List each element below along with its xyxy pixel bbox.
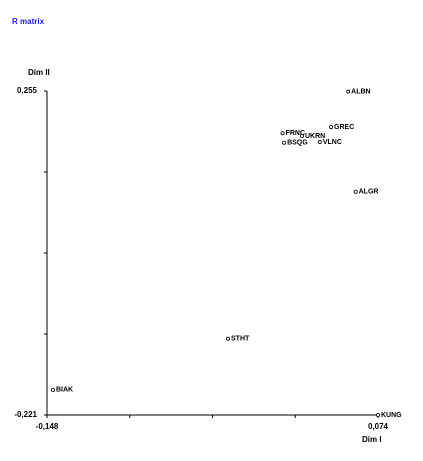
point-label: BIAK (56, 387, 73, 394)
point-label: KUNG (381, 412, 402, 419)
point (317, 140, 322, 145)
point (353, 189, 358, 194)
point-label: VLNC (323, 139, 342, 146)
point-label: FRNC (286, 130, 305, 137)
point-label: BSQG (287, 140, 308, 147)
point-label: ALGR (359, 189, 379, 196)
point-label: STHT (231, 336, 250, 343)
point (375, 412, 380, 417)
y-tick-label: 0,255 (17, 86, 38, 95)
point (226, 336, 231, 341)
point (282, 140, 287, 145)
point-label: GREC (334, 124, 354, 131)
point-label: ALBN (351, 89, 370, 96)
point (299, 133, 304, 138)
point (280, 131, 285, 136)
x-axis-label: Dim I (362, 435, 382, 444)
point (50, 387, 55, 392)
point (329, 125, 334, 130)
x-tick-label: 0,074 (368, 422, 389, 431)
point-label: UKRN (305, 133, 325, 140)
x-tick-label: -0,148 (36, 422, 59, 431)
y-axis-label: Dim II (28, 68, 50, 77)
point (346, 89, 351, 94)
chart-title: R matrix (12, 17, 45, 26)
y-tick-label: -0,221 (14, 410, 37, 419)
